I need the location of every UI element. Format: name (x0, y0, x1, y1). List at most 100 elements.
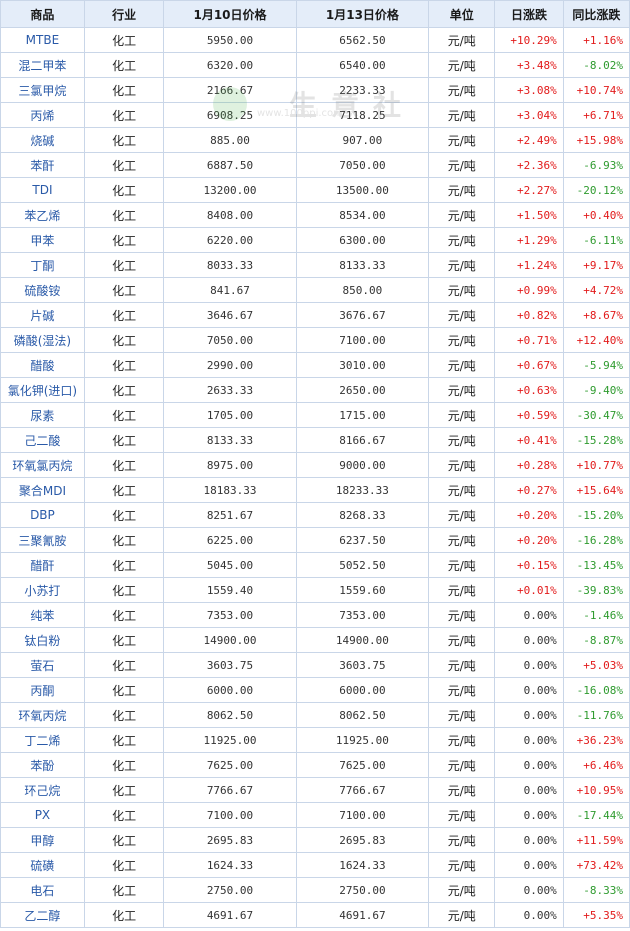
table-row: 小苏打 化工 1559.40 1559.60 元/吨 +0.01% -39.83% (0, 577, 630, 603)
column-header-product[interactable]: 商品 (0, 0, 85, 28)
cell-industry: 化工 (83, 27, 165, 53)
cell-yoy-change: -6.11% (562, 227, 630, 253)
cell-industry: 化工 (83, 877, 165, 903)
cell-price-jan10: 5950.00 (163, 27, 297, 53)
cell-product-name[interactable]: 丙酮 (0, 677, 85, 703)
cell-unit: 元/吨 (428, 252, 496, 278)
cell-price-jan13: 2695.83 (295, 827, 430, 853)
cell-price-jan10: 2750.00 (163, 877, 297, 903)
cell-daily-change: +0.01% (494, 577, 564, 603)
cell-product-name[interactable]: 烧碱 (0, 127, 85, 153)
cell-product-name[interactable]: 氯化钾(进口) (0, 377, 85, 403)
cell-daily-change: +0.59% (494, 402, 564, 428)
cell-price-jan10: 6887.50 (163, 152, 297, 178)
cell-industry: 化工 (83, 827, 165, 853)
cell-daily-change: +2.49% (494, 127, 564, 153)
table-row: 磷酸(湿法) 化工 7050.00 7100.00 元/吨 +0.71% +12.40% (0, 327, 630, 353)
cell-daily-change: +2.27% (494, 177, 564, 203)
cell-product-name[interactable]: 磷酸(湿法) (0, 327, 85, 353)
cell-product-name[interactable]: 醋酸 (0, 352, 85, 378)
cell-product-name[interactable]: 尿素 (0, 402, 85, 428)
cell-price-jan13: 6540.00 (295, 52, 430, 78)
cell-unit: 元/吨 (428, 402, 496, 428)
cell-unit: 元/吨 (428, 52, 496, 78)
cell-product-name[interactable]: 丁二烯 (0, 727, 85, 753)
table-row: DBP 化工 8251.67 8268.33 元/吨 +0.20% -15.20% (0, 502, 630, 528)
column-header-price-jan10[interactable]: 1月10日价格 (163, 0, 297, 28)
cell-product-name[interactable]: PX (0, 802, 85, 828)
table-row: 硫磺 化工 1624.33 1624.33 元/吨 0.00% +73.42% (0, 852, 630, 878)
table-row: 丙酮 化工 6000.00 6000.00 元/吨 0.00% -16.08% (0, 677, 630, 703)
cell-product-name[interactable]: 混二甲苯 (0, 52, 85, 78)
cell-unit: 元/吨 (428, 77, 496, 103)
cell-industry: 化工 (83, 102, 165, 128)
cell-unit: 元/吨 (428, 152, 496, 178)
cell-product-name[interactable]: 乙二醇 (0, 902, 85, 928)
cell-product-name[interactable]: 三氯甲烷 (0, 77, 85, 103)
cell-price-jan10: 6225.00 (163, 527, 297, 553)
cell-product-name[interactable]: 醋酐 (0, 552, 85, 578)
table-row: 醋酸 化工 2990.00 3010.00 元/吨 +0.67% -5.94% (0, 352, 630, 378)
cell-product-name[interactable]: 环氧氯丙烷 (0, 452, 85, 478)
cell-daily-change: +1.29% (494, 227, 564, 253)
cell-price-jan13: 1559.60 (295, 577, 430, 603)
cell-unit: 元/吨 (428, 127, 496, 153)
cell-yoy-change: +10.74% (562, 77, 630, 103)
cell-product-name[interactable]: 甲醇 (0, 827, 85, 853)
cell-product-name[interactable]: TDI (0, 177, 85, 203)
cell-product-name[interactable]: 苯酐 (0, 152, 85, 178)
cell-product-name[interactable]: 片碱 (0, 302, 85, 328)
cell-price-jan10: 7100.00 (163, 802, 297, 828)
cell-daily-change: 0.00% (494, 902, 564, 928)
cell-product-name[interactable]: 小苏打 (0, 577, 85, 603)
column-header-industry[interactable]: 行业 (83, 0, 165, 28)
cell-unit: 元/吨 (428, 477, 496, 503)
cell-product-name[interactable]: 聚合MDI (0, 477, 85, 503)
cell-daily-change: +0.15% (494, 552, 564, 578)
cell-unit: 元/吨 (428, 627, 496, 653)
cell-product-name[interactable]: DBP (0, 502, 85, 528)
cell-product-name[interactable]: 三聚氰胺 (0, 527, 85, 553)
cell-product-name[interactable]: 丙烯 (0, 102, 85, 128)
cell-product-name[interactable]: 硫酸铵 (0, 277, 85, 303)
cell-unit: 元/吨 (428, 702, 496, 728)
cell-product-name[interactable]: 环氧丙烷 (0, 702, 85, 728)
cell-price-jan13: 7050.00 (295, 152, 430, 178)
cell-industry: 化工 (83, 902, 165, 928)
column-header-yoy-change[interactable]: 同比涨跌 (562, 0, 630, 28)
cell-price-jan13: 7625.00 (295, 752, 430, 778)
table-row: 苯酐 化工 6887.50 7050.00 元/吨 +2.36% -6.93% (0, 152, 630, 178)
cell-product-name[interactable]: 丁酮 (0, 252, 85, 278)
cell-industry: 化工 (83, 52, 165, 78)
cell-product-name[interactable]: 环己烷 (0, 777, 85, 803)
cell-product-name[interactable]: 己二酸 (0, 427, 85, 453)
cell-product-name[interactable]: 苯乙烯 (0, 202, 85, 228)
cell-price-jan13: 2233.33 (295, 77, 430, 103)
cell-price-jan10: 2990.00 (163, 352, 297, 378)
cell-daily-change: +0.67% (494, 352, 564, 378)
cell-product-name[interactable]: 萤石 (0, 652, 85, 678)
cell-yoy-change: -6.93% (562, 152, 630, 178)
cell-unit: 元/吨 (428, 752, 496, 778)
column-header-unit[interactable]: 单位 (428, 0, 496, 28)
cell-product-name[interactable]: 硫磺 (0, 852, 85, 878)
cell-product-name[interactable]: 纯苯 (0, 602, 85, 628)
column-header-daily-change[interactable]: 日涨跌 (494, 0, 564, 28)
cell-industry: 化工 (83, 702, 165, 728)
cell-product-name[interactable]: 钛白粉 (0, 627, 85, 653)
table-row: 丙烯 化工 6908.25 7118.25 元/吨 +3.04% +6.71% (0, 102, 630, 128)
cell-price-jan13: 8534.00 (295, 202, 430, 228)
cell-product-name[interactable]: 苯酚 (0, 752, 85, 778)
cell-yoy-change: -8.02% (562, 52, 630, 78)
cell-product-name[interactable]: MTBE (0, 27, 85, 53)
cell-unit: 元/吨 (428, 352, 496, 378)
cell-unit: 元/吨 (428, 102, 496, 128)
cell-price-jan13: 8062.50 (295, 702, 430, 728)
cell-yoy-change: -17.44% (562, 802, 630, 828)
cell-product-name[interactable]: 电石 (0, 877, 85, 903)
cell-product-name[interactable]: 甲苯 (0, 227, 85, 253)
table-row: 尿素 化工 1705.00 1715.00 元/吨 +0.59% -30.47% (0, 402, 630, 428)
cell-industry: 化工 (83, 277, 165, 303)
cell-unit: 元/吨 (428, 552, 496, 578)
column-header-price-jan13[interactable]: 1月13日价格 (295, 0, 430, 28)
